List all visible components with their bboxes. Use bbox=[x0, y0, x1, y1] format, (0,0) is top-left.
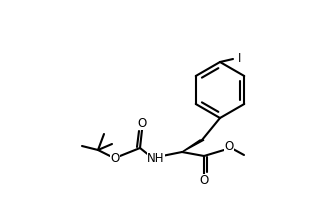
Polygon shape bbox=[182, 140, 204, 152]
Text: O: O bbox=[110, 152, 120, 166]
Text: O: O bbox=[137, 116, 147, 129]
Text: NH: NH bbox=[147, 151, 165, 165]
Text: O: O bbox=[199, 174, 209, 188]
Text: I: I bbox=[238, 51, 241, 65]
Text: O: O bbox=[224, 141, 234, 153]
